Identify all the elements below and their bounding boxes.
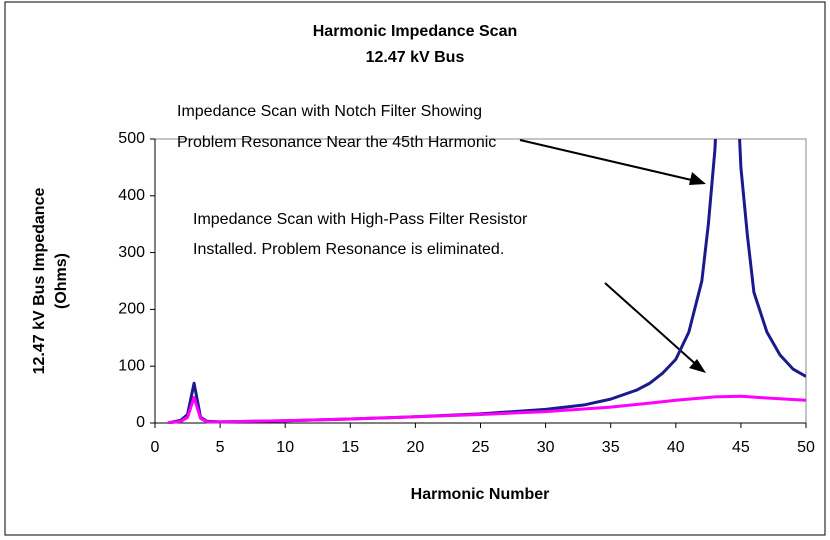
y-tick-label: 100 bbox=[118, 357, 145, 374]
annotation: Impedance Scan with Notch Filter Showing bbox=[177, 103, 482, 120]
y-tick-label: 0 bbox=[136, 414, 145, 431]
x-tick-label: 15 bbox=[341, 439, 359, 456]
annotation: Installed. Problem Resonance is eliminat… bbox=[193, 241, 504, 258]
y-tick-label: 300 bbox=[118, 244, 145, 261]
x-tick-label: 0 bbox=[151, 439, 160, 456]
series-line bbox=[167, 394, 806, 424]
x-tick-label: 20 bbox=[407, 439, 425, 456]
chart-frame bbox=[4, 1, 826, 536]
annotation: Problem Resonance Near the 45th Harmonic bbox=[177, 134, 496, 151]
x-tick-label: 50 bbox=[797, 439, 815, 456]
x-tick-label: 10 bbox=[276, 439, 294, 456]
y-axis-label: (Ohms) bbox=[53, 253, 70, 309]
x-axis-label: Harmonic Number bbox=[411, 486, 550, 503]
y-tick-label: 200 bbox=[118, 301, 145, 318]
x-tick-label: 30 bbox=[537, 439, 555, 456]
chart-subtitle: 12.47 kV Bus bbox=[366, 49, 465, 66]
x-tick-label: 5 bbox=[216, 439, 225, 456]
x-tick-label: 25 bbox=[472, 439, 490, 456]
arrow-head bbox=[689, 359, 706, 373]
arrow-head bbox=[689, 172, 706, 185]
x-tick-label: 40 bbox=[667, 439, 685, 456]
chart-title: Harmonic Impedance Scan bbox=[313, 23, 518, 40]
arrow bbox=[519, 139, 701, 183]
annotation: Impedance Scan with High-Pass Filter Res… bbox=[193, 211, 528, 228]
x-tick-label: 35 bbox=[602, 439, 620, 456]
y-axis-label: 12.47 kV Bus Impedance bbox=[31, 188, 48, 375]
y-tick-label: 400 bbox=[118, 187, 145, 204]
x-tick-label: 45 bbox=[732, 439, 750, 456]
arrow bbox=[604, 282, 701, 369]
plot-frame bbox=[154, 138, 807, 424]
y-tick-label: 500 bbox=[118, 130, 145, 147]
